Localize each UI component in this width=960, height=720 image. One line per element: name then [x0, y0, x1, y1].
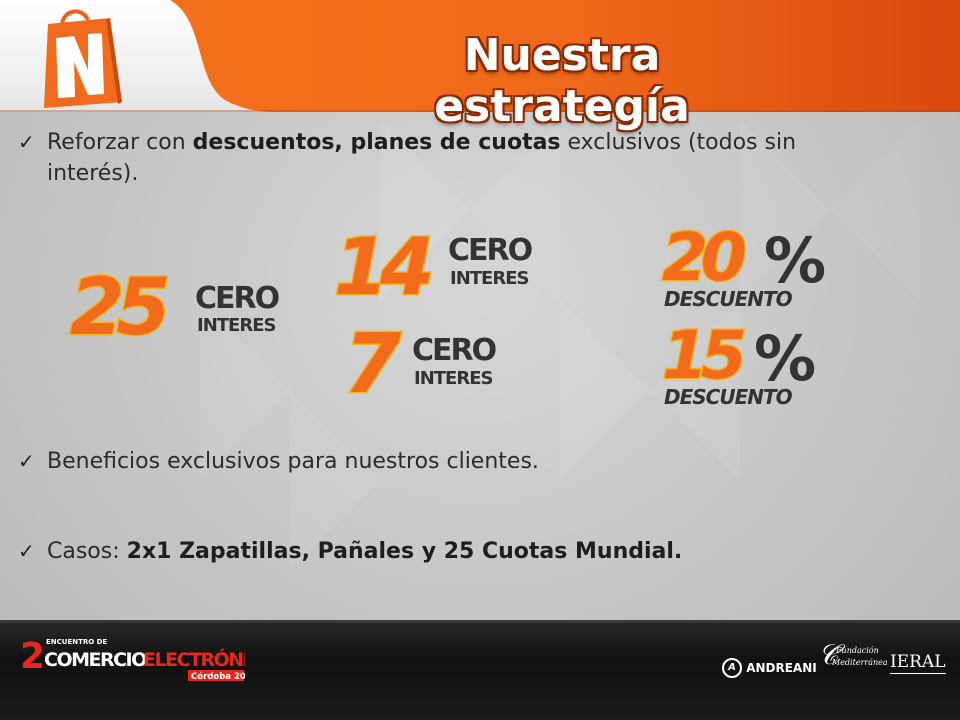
- badge-line2: INTERES: [414, 368, 492, 389]
- badge-7-cero-interes: 7 CERO INTERES: [343, 316, 498, 405]
- event-word-electronico: ELECTRÓNICO: [143, 647, 245, 671]
- percent-symbol: %: [754, 322, 816, 395]
- event-small-text: ENCUENTRO DE: [46, 638, 107, 646]
- bullet-text: Beneficios exclusivos para nuestros clie…: [47, 449, 539, 474]
- event-word-comercio: COMERCIO: [44, 649, 147, 671]
- bullet-text: Casos:: [47, 539, 127, 564]
- badge-label: DESCUENTO: [664, 385, 793, 409]
- badge-number: 7: [344, 317, 401, 404]
- check-icon: ✓: [18, 130, 35, 154]
- brand-logo-icon: [44, 9, 122, 108]
- event-number: 2: [20, 636, 45, 677]
- badge-25-cero-interes: 25 CERO INTERES: [69, 262, 281, 349]
- bullet-item-casos: ✓ Casos: 2x1 Zapatillas, Pañales y 25 Cu…: [18, 536, 918, 568]
- badge-number: 25: [70, 263, 167, 348]
- sponsor-ieral: IERAL: [890, 652, 946, 674]
- badge-line2: INTERES: [450, 268, 528, 289]
- badge-14-cero-interes: 14 CERO INTERES: [333, 222, 534, 309]
- badge-number: 14: [334, 223, 430, 308]
- bullet-item-reforzar: ✓ Reforzar con descuentos, planes de cuo…: [18, 127, 918, 191]
- fundacion-icon: 𝒞: [818, 638, 839, 671]
- bullet-bold-text: descuentos, planes de cuotas: [192, 130, 561, 155]
- sponsor-fundacion-mediterranea: 𝒞 Fundación Mediterránea: [818, 638, 888, 671]
- event-logo: 2 ENCUENTRO DE COMERCIO ELECTRÓNICO Córd…: [20, 636, 245, 682]
- badge-number: 15: [662, 317, 744, 394]
- sponsor-andreani: A ANDREANI: [722, 658, 817, 678]
- footer-bar: [0, 620, 960, 720]
- footer-divider: [0, 620, 960, 623]
- bullet-bold-text: 2x1 Zapatillas, Pañales y 25 Cuotas Mund…: [126, 539, 683, 564]
- badge-line1: CERO: [412, 333, 496, 368]
- badge-line2: INTERES: [197, 315, 275, 336]
- badge-20-descuento: 20 % DESCUENTO: [661, 218, 827, 312]
- bullet-item-beneficios: ✓ Beneficios exclusivos para nuestros cl…: [18, 446, 918, 478]
- badge-line1: CERO: [195, 281, 279, 316]
- page-title: Nuestra estrategía: [434, 30, 690, 132]
- check-icon: ✓: [18, 539, 35, 563]
- percent-symbol: %: [764, 224, 826, 297]
- bullet-text: Reforzar con: [47, 130, 193, 155]
- check-icon: ✓: [18, 449, 35, 473]
- badge-line1: CERO: [448, 233, 532, 268]
- bullet-text: exclusivos (todos sin: [560, 130, 797, 155]
- background-facets: [0, 0, 960, 620]
- badge-15-descuento: 15 % DESCUENTO: [661, 316, 817, 410]
- badge-number: 20: [662, 219, 745, 296]
- bullet-text-line2: interés).: [47, 161, 139, 186]
- andreani-icon: A: [722, 658, 742, 678]
- event-city: Córdoba 2014: [191, 671, 245, 682]
- badge-label: DESCUENTO: [664, 287, 793, 311]
